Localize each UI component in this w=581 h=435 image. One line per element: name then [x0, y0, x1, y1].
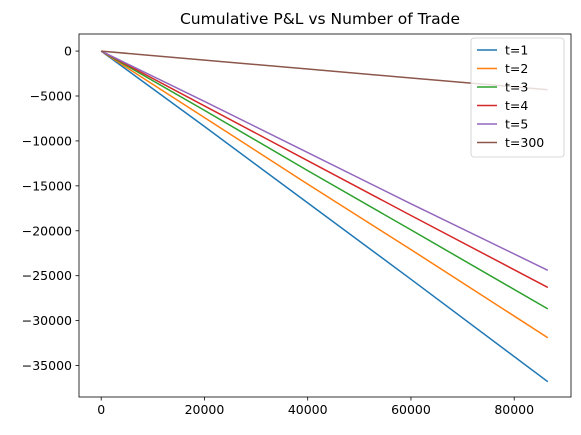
- legend-label: t=5: [505, 117, 528, 132]
- series-line-t=2: [100, 50, 549, 339]
- y-tick-label: −25000: [22, 268, 72, 283]
- series-lines: [100, 50, 549, 383]
- chart-title: Cumulative P&L vs Number of Trade: [180, 10, 460, 28]
- x-tick-label: 80000: [494, 402, 534, 417]
- series-line-t=1: [100, 50, 549, 383]
- x-tick-label: 20000: [185, 402, 225, 417]
- y-tick-label: −35000: [22, 358, 72, 373]
- x-tick-label: 40000: [288, 402, 328, 417]
- plot-frame: [78, 33, 572, 398]
- legend-label: t=1: [505, 43, 528, 58]
- series-line-t=4: [100, 50, 549, 289]
- legend-label: t=4: [505, 98, 528, 113]
- series-line-t=3: [100, 50, 549, 310]
- y-tick-label: −15000: [22, 178, 72, 193]
- legend-label: t=300: [505, 135, 544, 150]
- y-tick-label: −30000: [22, 313, 72, 328]
- series-line-t=300: [101, 50, 548, 91]
- series-line-t=5: [100, 50, 549, 271]
- legend-label: t=3: [505, 80, 528, 95]
- x-tick-label: 0: [97, 402, 105, 417]
- y-tick-label: −10000: [22, 133, 72, 148]
- x-tick-label: 60000: [391, 402, 431, 417]
- x-axis: 0 20000 40000 60000 80000: [97, 397, 534, 417]
- y-tick-label: −5000: [30, 88, 72, 103]
- y-axis: 0 −5000 −10000 −15000 −20000 −25000 −30000 −350…: [22, 44, 79, 373]
- y-tick-label: −20000: [22, 223, 72, 238]
- y-tick-label: 0: [64, 44, 72, 59]
- legend-label: t=2: [505, 61, 528, 76]
- legend: t=1 t=2 t=3 t=4 t=5 t=300: [470, 37, 565, 158]
